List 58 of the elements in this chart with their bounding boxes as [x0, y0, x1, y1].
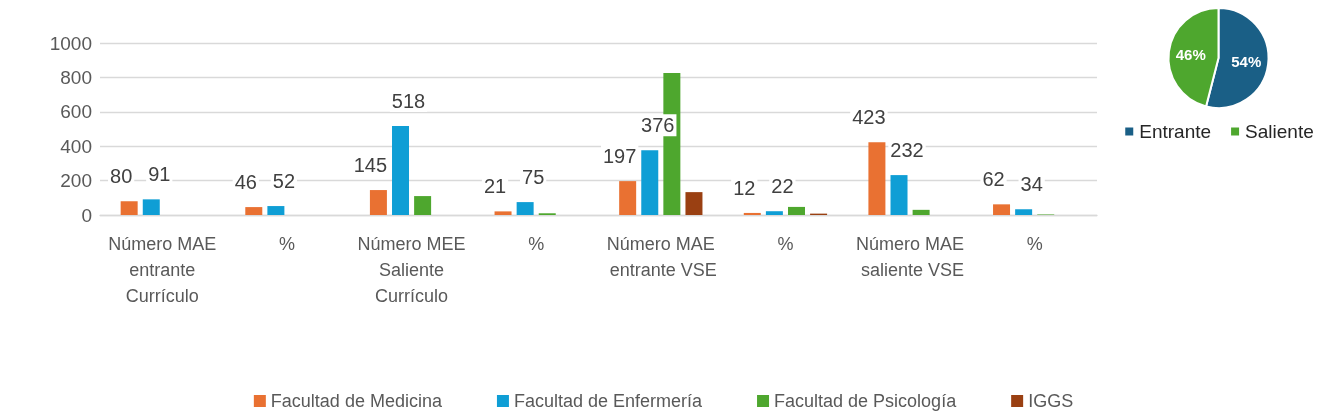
bar [912, 209, 930, 215]
bar [392, 125, 410, 215]
bar [743, 212, 761, 215]
bar [868, 142, 886, 215]
bar [267, 206, 285, 215]
bar [993, 204, 1011, 215]
data-label: 62 [982, 168, 1005, 191]
bar [120, 201, 138, 215]
data-label: 52 [272, 170, 296, 193]
x-tick-label: Número MEE Saliente Currículo [357, 234, 466, 306]
bar [890, 175, 908, 215]
x-tick-label: Número MAE entrante Currículo [108, 234, 217, 306]
bar [494, 211, 512, 215]
x-tick-label: Número MAE entrante VSE [604, 234, 717, 280]
legend-label: Facultad de Medicina [270, 391, 443, 411]
bar [765, 211, 783, 215]
bar [142, 199, 160, 215]
data-label: 34 [1020, 173, 1043, 196]
x-tick-label: % [528, 234, 545, 254]
x-tick-label: % [278, 234, 295, 254]
data-label: 80 [110, 165, 133, 188]
data-label: 75 [522, 166, 545, 189]
bar [369, 190, 387, 215]
bar [641, 150, 659, 215]
legend-label: Facultad de Enfermería [513, 391, 704, 411]
bar [245, 207, 263, 215]
y-tick-label: 200 [60, 170, 92, 192]
legend-label: Saliente [1245, 121, 1314, 142]
data-label: 197 [602, 145, 637, 168]
legend-label: Entrante [1139, 121, 1212, 142]
data-label: 232 [890, 139, 924, 162]
data-label: 46 [234, 171, 257, 194]
x-tick-label: Número MAE saliente VSE [856, 234, 965, 280]
data-label: 376 [641, 114, 675, 137]
data-label: 423 [852, 106, 886, 129]
x-tick-label: % [1026, 234, 1043, 254]
y-tick-label: 0 [81, 204, 92, 226]
y-tick-label: 400 [60, 135, 92, 157]
bar [414, 196, 432, 215]
data-label: 54% [1231, 53, 1262, 71]
data-label: 22 [771, 175, 794, 198]
data-label: 518 [391, 89, 426, 112]
data-label: 12 [733, 176, 756, 199]
legend-label: IGGS [1028, 391, 1074, 411]
bar [685, 192, 703, 215]
y-tick-label: 600 [60, 101, 92, 123]
bar [1015, 209, 1033, 215]
y-tick-label: 1000 [49, 32, 92, 54]
bar [619, 181, 637, 215]
y-tick-label: 800 [60, 66, 92, 88]
x-tick-label: % [777, 234, 794, 254]
bar [516, 202, 534, 215]
legend-label: Facultad de Psicología [774, 391, 958, 411]
data-label: 91 [148, 163, 171, 186]
data-label: 145 [353, 154, 388, 177]
bar [787, 206, 805, 215]
data-label: 21 [483, 175, 507, 198]
data-label: 46% [1175, 45, 1206, 63]
